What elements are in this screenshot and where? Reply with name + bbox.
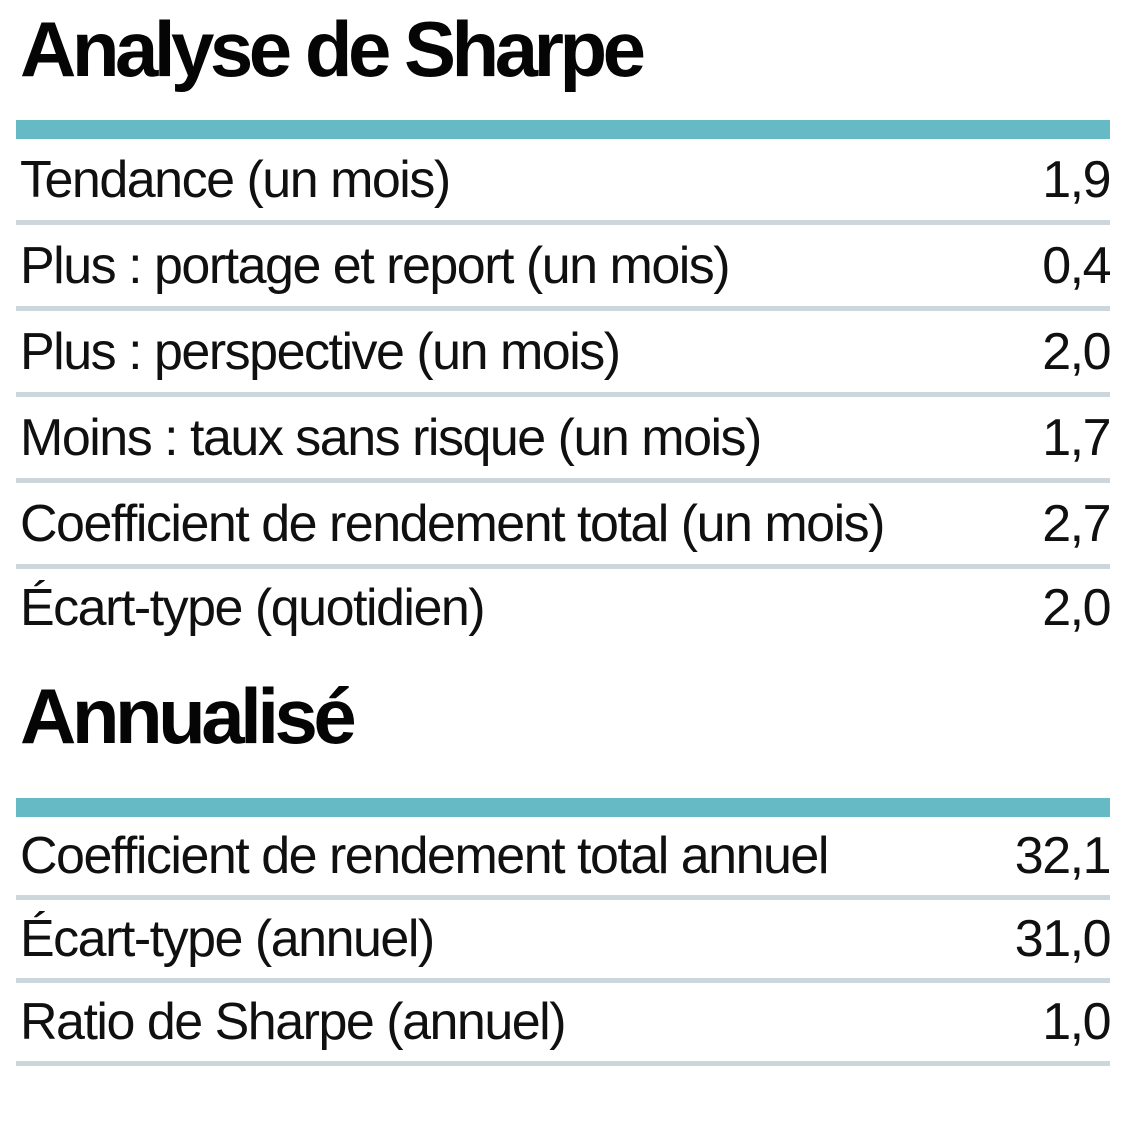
row-label: Coefficient de rendement total annuel [20,826,829,885]
table-row: Coefficient de rendement total (un mois)… [16,483,1111,570]
row-label: Ratio de Sharpe (annuel) [20,992,567,1051]
row-value: 1,0 [1042,992,1111,1051]
row-value: 2,7 [1042,494,1111,553]
table-row: Moins : taux sans risque (un mois) 1,7 [16,397,1111,484]
sharpe-analysis-sheet: Analyse de Sharpe Tendance (un mois) 1,9… [16,5,1112,1066]
table-row: Plus : portage et report (un mois) 0,4 [16,225,1111,312]
row-value: 31,0 [1014,909,1112,968]
row-label: Écart-type (quotidien) [20,579,486,638]
table-row: Écart-type (quotidien) 2,0 [16,569,1111,647]
table-row: Écart-type (annuel) 31,0 [16,900,1112,983]
section-title-annualise: Annualisé [20,672,357,761]
annual-stats-table: Coefficient de rendement total annuel 32… [16,817,1112,1066]
accent-bar-monthly [16,120,1110,140]
row-label: Plus : portage et report (un mois) [20,236,731,295]
table-row: Coefficient de rendement total annuel 32… [16,817,1112,900]
table-row: Tendance (un mois) 1,9 [16,139,1111,226]
row-value: 32,1 [1014,826,1112,885]
row-label: Plus : perspective (un mois) [20,322,621,381]
row-value: 2,0 [1042,579,1111,638]
row-value: 1,9 [1042,150,1111,209]
monthly-stats-table: Tendance (un mois) 1,9 Plus : portage et… [16,139,1111,647]
row-value: 2,0 [1042,322,1111,381]
table-row: Ratio de Sharpe (annuel) 1,0 [16,983,1111,1066]
row-label: Tendance (un mois) [20,150,451,209]
table-row: Plus : perspective (un mois) 2,0 [16,311,1111,398]
row-label: Moins : taux sans risque (un mois) [20,408,762,467]
row-value: 1,7 [1042,408,1111,467]
row-value: 0,4 [1042,236,1111,295]
row-label: Coefficient de rendement total (un mois) [20,494,885,553]
accent-bar-annual [16,797,1110,817]
section-title-analyse-de-sharpe: Analyse de Sharpe [20,5,646,93]
row-label: Écart-type (annuel) [20,909,435,968]
